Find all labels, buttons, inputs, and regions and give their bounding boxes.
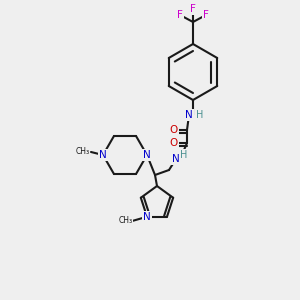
Text: N: N: [185, 110, 193, 120]
Text: H: H: [180, 150, 188, 160]
Text: O: O: [170, 138, 178, 148]
Text: N: N: [172, 154, 180, 164]
Text: F: F: [203, 10, 209, 20]
Text: F: F: [177, 10, 183, 20]
Text: N: N: [99, 150, 107, 160]
Text: N: N: [143, 212, 151, 222]
Text: N: N: [143, 150, 151, 160]
Text: O: O: [170, 125, 178, 135]
Text: CH₃: CH₃: [119, 216, 133, 225]
Text: CH₃: CH₃: [76, 148, 90, 157]
Text: H: H: [196, 110, 204, 120]
Text: F: F: [190, 4, 196, 14]
